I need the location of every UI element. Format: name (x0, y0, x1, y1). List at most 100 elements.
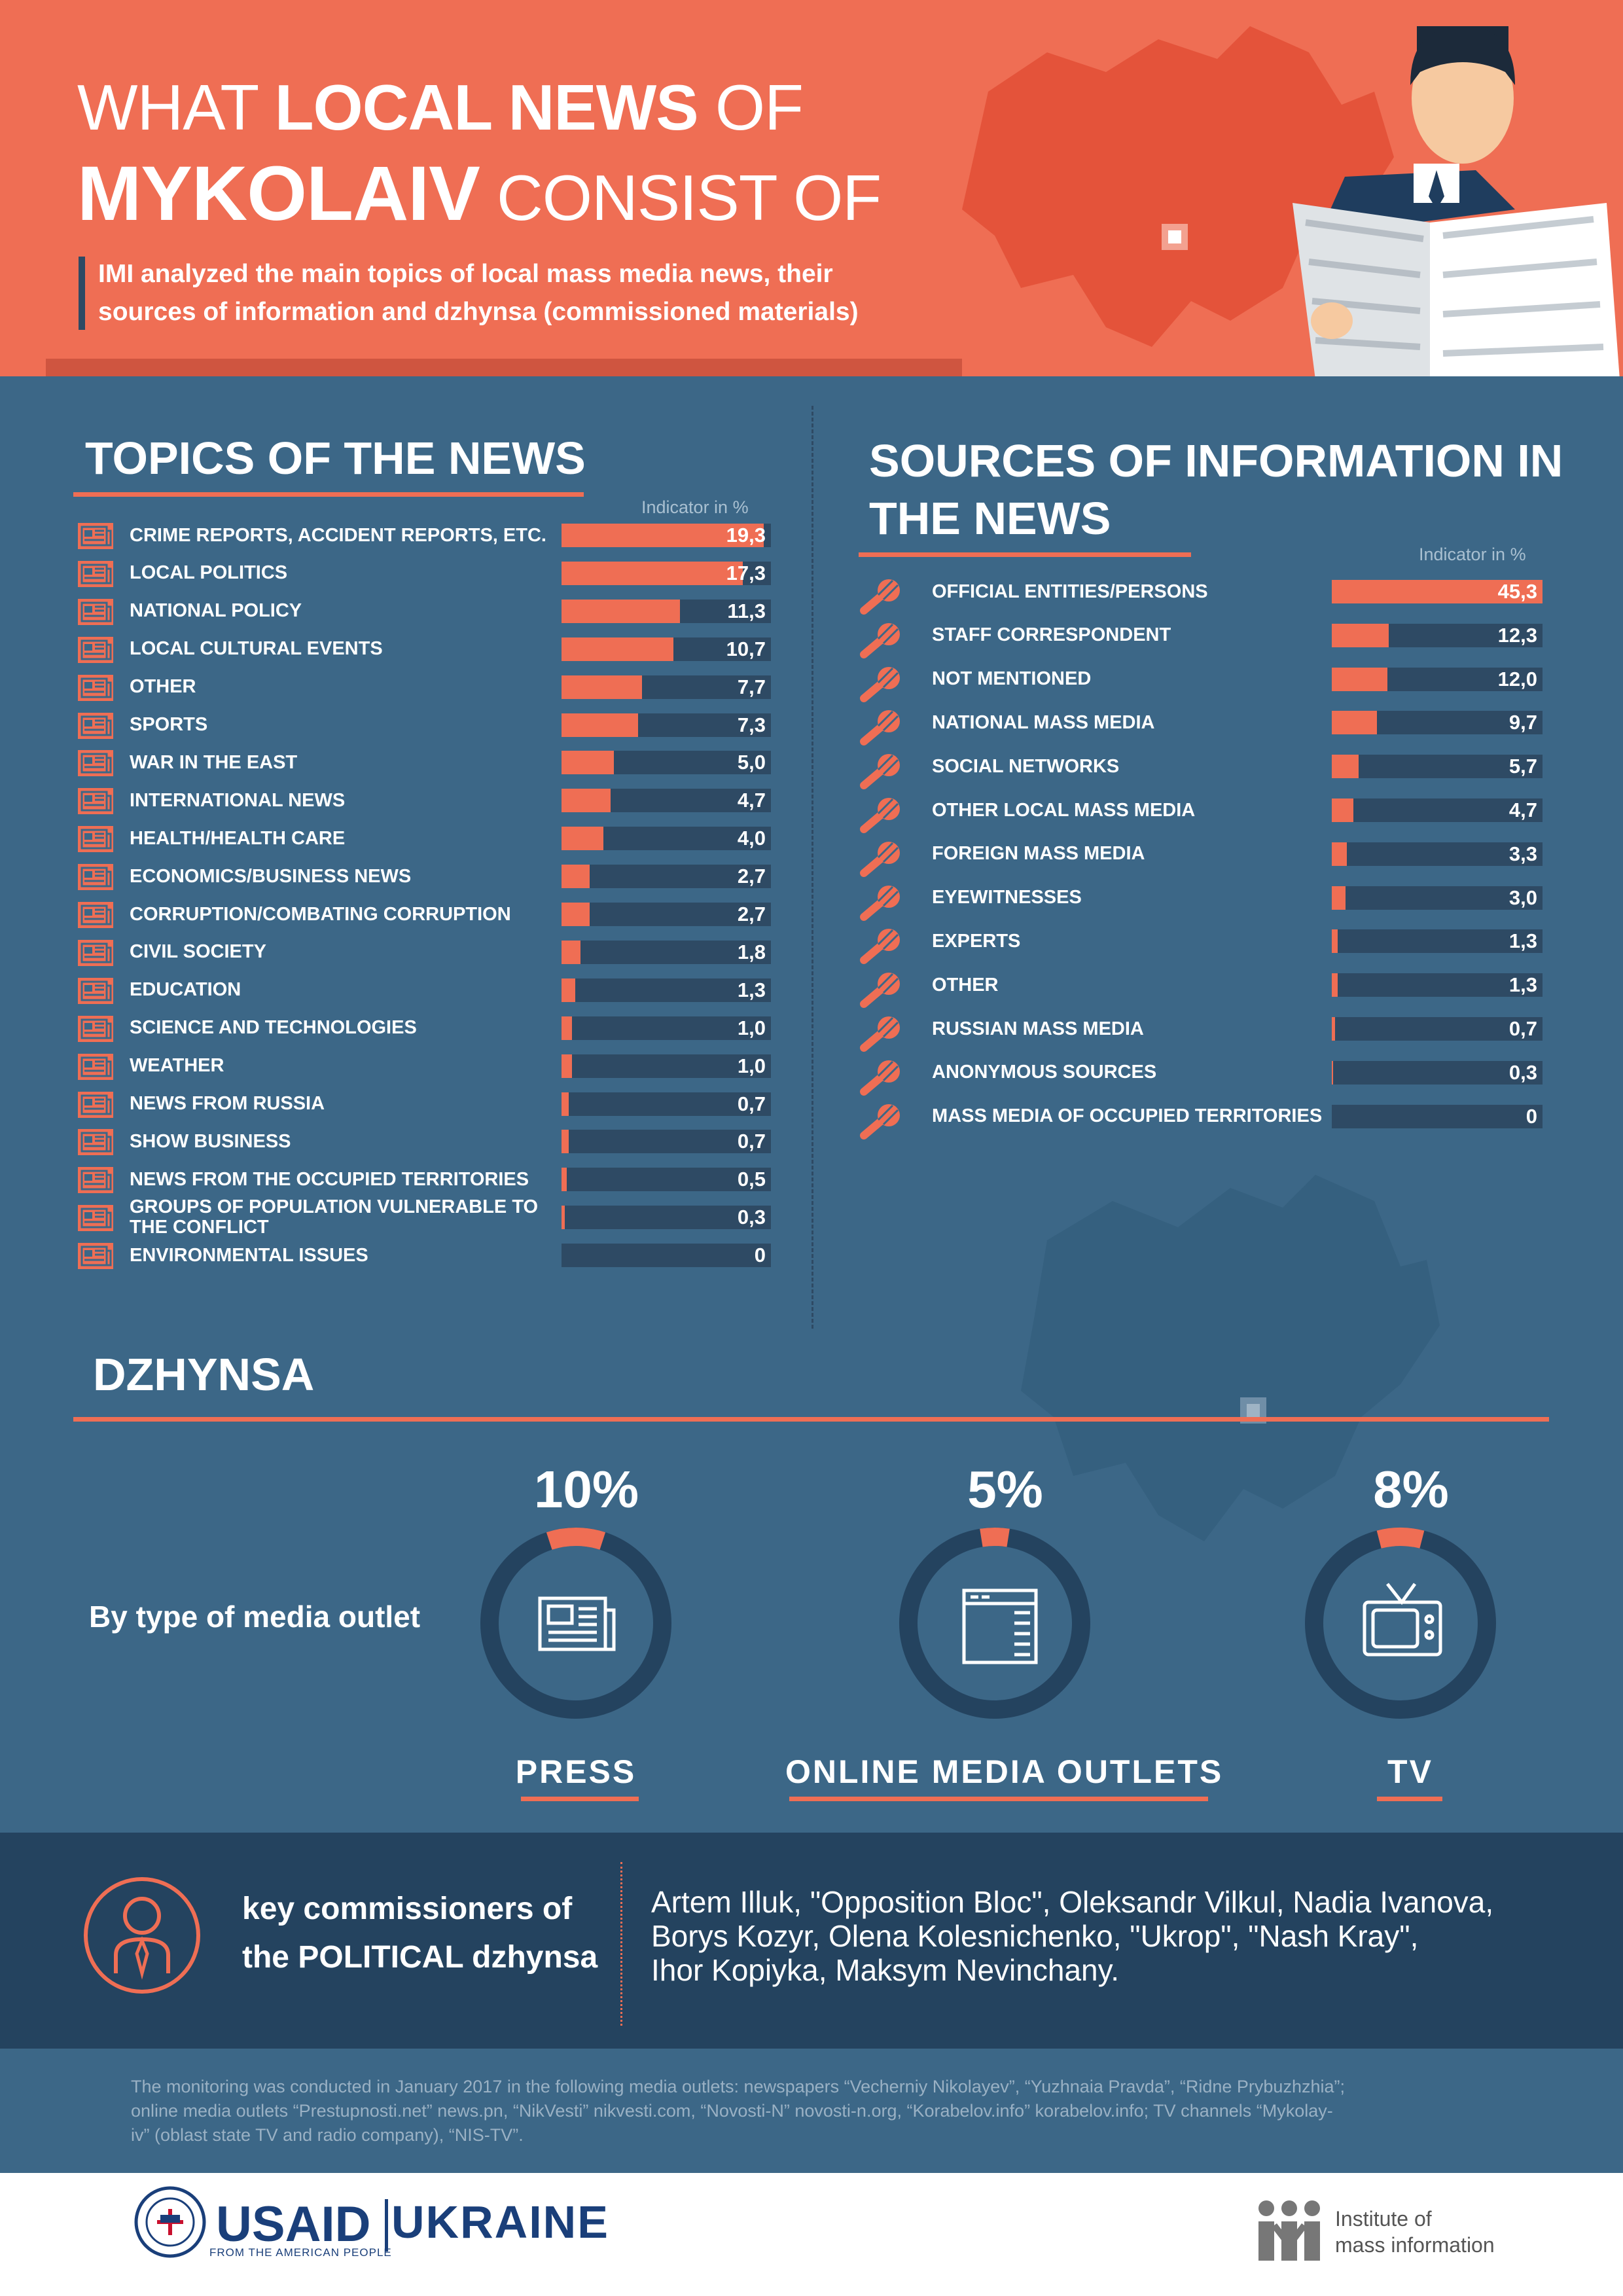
press-donut-track (480, 1528, 671, 1719)
bar-track: 0,7 (562, 1092, 771, 1116)
browser-window-icon (962, 1588, 1038, 1664)
online-category-underline (789, 1797, 1208, 1801)
bar (562, 637, 674, 661)
bar-value-label: 17,3 (726, 561, 766, 584)
newspaper-icon (77, 1204, 115, 1236)
bar-value-label: 5,7 (1508, 755, 1537, 778)
microphone-icon (859, 971, 911, 1011)
dzhynsa-section-title: DZHYNSA (93, 1349, 315, 1400)
bar-category-label: INTERNATIONAL NEWS (130, 789, 346, 811)
bar-value-label: 11,3 (727, 599, 766, 622)
bar-track: 1,0 (562, 1054, 771, 1078)
sources-section-title: SOURCES OF INFORMATION IN THE NEWS (869, 435, 1563, 544)
bar (562, 789, 611, 813)
newspaper-icon (77, 901, 115, 933)
microphone-icon (859, 840, 911, 880)
tv-donut-track (1305, 1528, 1496, 1719)
bar-value-label: 2,7 (737, 903, 766, 925)
bar-track: 3,0 (1332, 886, 1543, 910)
bar-value-label: 0,7 (1508, 1017, 1537, 1040)
footer-panel (0, 2049, 1623, 2173)
newspaper-icon (77, 673, 115, 706)
bar (562, 1130, 569, 1154)
bar-track: 7,3 (562, 713, 771, 737)
bar-track: 0,3 (562, 1206, 771, 1230)
bar-category-label: OFFICIAL ENTITIES/PERSONS (932, 581, 1208, 602)
bar (562, 751, 614, 775)
key-commissioners-divider (620, 1862, 622, 2026)
bar (1332, 886, 1346, 910)
bar-track: 12,3 (1332, 623, 1543, 647)
bar-category-label: ENVIRONMENTAL ISSUES (130, 1244, 368, 1266)
bar (1332, 711, 1377, 735)
bar-category-label: NOT MENTIONED (932, 668, 1092, 690)
newspaper-icon (77, 863, 115, 895)
key-commissioners-list: Artem Illuk, "Opposition Bloc", Oleksand… (651, 1885, 1494, 1987)
bar (1332, 842, 1347, 866)
bar (1332, 929, 1338, 954)
bar (562, 1092, 569, 1116)
microphone-icon (859, 927, 911, 967)
newspaper-icon (77, 598, 115, 630)
bar (1332, 1017, 1335, 1041)
usaid-seal-icon (134, 2186, 206, 2258)
bar-category-label: LOCAL POLITICS (130, 562, 288, 584)
bar (562, 903, 590, 926)
bar-category-label: OTHER (130, 676, 196, 698)
bar-track: 1,0 (562, 1016, 771, 1040)
bar-track: 0,3 (1332, 1060, 1543, 1085)
bar-value-label: 1,3 (1508, 929, 1537, 953)
sources-title-underline (859, 552, 1191, 557)
bar-value-label: 2,7 (737, 865, 766, 888)
sources-indicator-label: Indicator in % (1419, 545, 1526, 564)
bar-category-label: EXPERTS (932, 930, 1021, 952)
bar (562, 1054, 572, 1078)
bar-category-label: CORRUPTION/COMBATING CORRUPTION (130, 903, 511, 925)
bar-value-label: 7,7 (737, 675, 766, 698)
bar (1332, 798, 1354, 822)
bar-value-label: 4,7 (737, 789, 766, 812)
bar-category-label: EDUCATION (130, 979, 241, 1001)
bar-track: 10,7 (562, 637, 771, 661)
bar (562, 865, 590, 889)
page-title-line2: MYKOLAIV CONSIST OF (77, 151, 882, 237)
imi-wordmark: Institute of mass information (1335, 2207, 1495, 2257)
bar-value-label: 12,3 (1497, 623, 1537, 647)
dzhynsa-by-type-label: By type of media outlet (89, 1600, 421, 1634)
bar-category-label: CRIME REPORTS, ACCIDENT REPORTS, ETC. (130, 524, 546, 546)
press-category-underline (521, 1797, 639, 1801)
bar-track: 11,3 (562, 599, 771, 623)
online-donut-track (899, 1528, 1090, 1719)
header-banner: WHAT LOCAL NEWS OF MYKOLAIV CONSIST OF I… (0, 0, 1623, 376)
bar-category-label: SOCIAL NETWORKS (932, 755, 1120, 777)
bar-category-label: STAFF CORRESPONDENT (932, 624, 1171, 646)
tv-donut-arc (1376, 1528, 1425, 1549)
bar-track: 7,7 (562, 675, 771, 699)
bar (562, 713, 638, 737)
dzhynsa-title-underline (73, 1417, 1549, 1422)
newspaper-icon (77, 560, 115, 592)
microphone-icon (859, 1059, 911, 1099)
microphone-icon (859, 666, 911, 706)
bar-category-label: SHOW BUSINESS (130, 1130, 291, 1152)
bar-category-label: ANONYMOUS SOURCES (932, 1062, 1157, 1083)
bar (562, 1206, 565, 1230)
bar-value-label: 1,0 (737, 1054, 766, 1077)
bar (562, 827, 603, 851)
online-category-label: ONLINE MEDIA OUTLETS (785, 1753, 1224, 1790)
bar-value-label: 4,0 (737, 827, 766, 850)
bar-track: 1,8 (562, 940, 771, 964)
tv-percent: 8% (1373, 1460, 1449, 1518)
topics-indicator-label: Indicator in % (641, 497, 749, 517)
bar-category-label: HEALTH/HEALTH CARE (130, 827, 346, 849)
tv-icon (1363, 1583, 1442, 1657)
microphone-icon (859, 578, 911, 618)
bar-category-label: SPORTS (130, 714, 208, 735)
bar-track: 0 (1332, 1104, 1543, 1128)
topics-section-title: TOPICS OF THE NEWS (85, 433, 586, 484)
bar-track: 5,7 (1332, 755, 1543, 779)
bar-track: 1,3 (1332, 973, 1543, 997)
bar-track: 0 (562, 1244, 771, 1268)
bar-category-label: NEWS FROM RUSSIA (130, 1093, 325, 1114)
microphone-icon (859, 753, 911, 793)
